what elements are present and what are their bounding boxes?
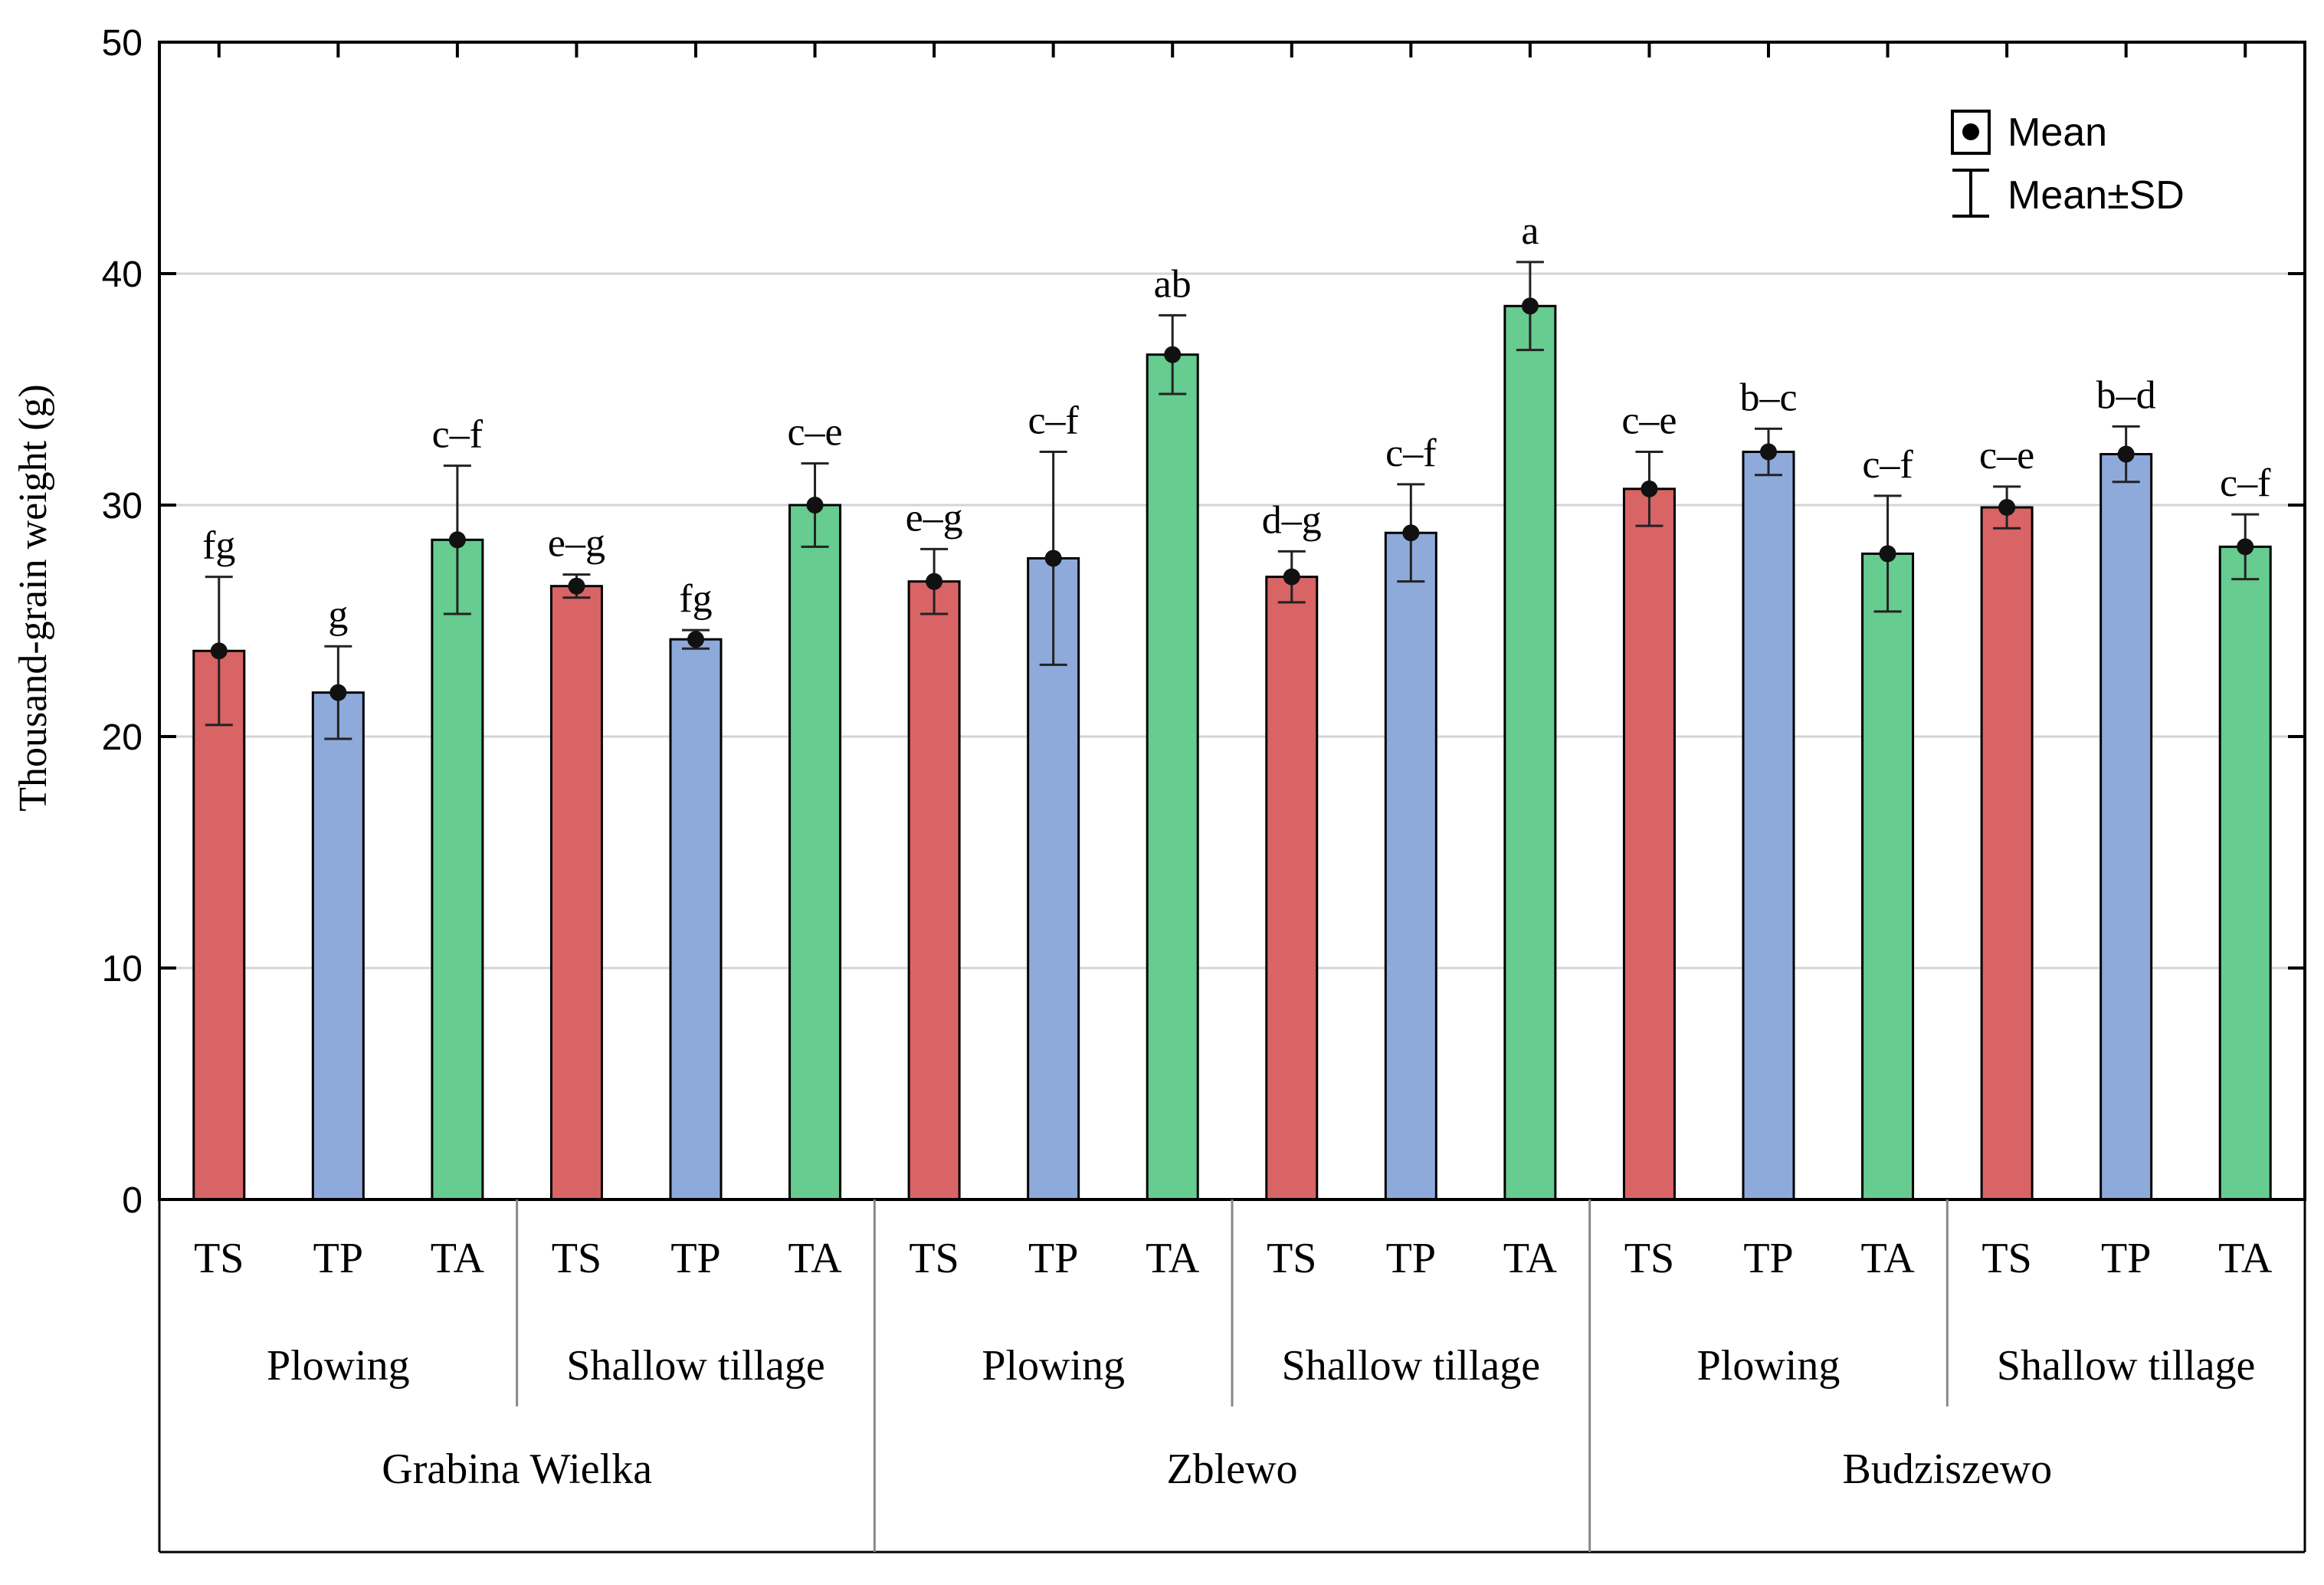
category-label: TS — [552, 1235, 601, 1282]
mean-point — [1164, 346, 1182, 363]
mean-point — [1641, 480, 1658, 497]
y-tick-label: 10 — [102, 949, 143, 989]
category-label: TS — [194, 1235, 244, 1282]
bar — [2099, 453, 2153, 1201]
tillage-label: Plowing — [982, 1342, 1125, 1390]
category-label: TA — [2218, 1235, 2273, 1282]
mean-point — [806, 497, 824, 514]
mean-point — [1283, 568, 1300, 586]
category-label: TP — [670, 1235, 720, 1282]
bar — [1980, 506, 2034, 1201]
significance-label: c–e — [787, 411, 842, 454]
y-tick-label: 30 — [102, 486, 143, 527]
mean-point — [687, 631, 704, 648]
category-label: TS — [909, 1235, 959, 1282]
tillage-label: Plowing — [267, 1342, 410, 1390]
legend: Mean Mean±SD — [1951, 110, 2185, 218]
bar — [1503, 304, 1557, 1201]
mean-point — [1402, 524, 1420, 542]
category-label: TA — [431, 1235, 485, 1282]
bar — [669, 638, 723, 1201]
category-label: TP — [1743, 1235, 1793, 1282]
significance-label: c–f — [432, 413, 483, 457]
legend-mean-dot-icon — [1962, 123, 1979, 140]
mean-point — [1521, 297, 1539, 315]
significance-label: e–g — [548, 522, 605, 566]
mean-point — [1879, 545, 1896, 563]
mean-point — [1760, 443, 1777, 461]
bar — [1861, 552, 1915, 1201]
mean-point — [568, 577, 585, 595]
mean-point — [1998, 499, 2016, 517]
bar — [431, 538, 484, 1201]
significance-label: c–f — [1862, 443, 1913, 487]
bar — [311, 691, 365, 1201]
significance-label: fg — [202, 524, 235, 568]
gridlines — [159, 272, 2305, 970]
category-label: TA — [1860, 1235, 1915, 1282]
legend-sd-label: Mean±SD — [2008, 173, 2185, 218]
bars: fg g c–f e–g fg c–e e–g c–f ab d–g c–f a c–e b–c c–f c–… — [192, 209, 2272, 1201]
category-label: TA — [1146, 1235, 1200, 1282]
bar — [1622, 487, 1676, 1201]
y-tick-label: 40 — [102, 254, 143, 295]
category-label: TS — [1267, 1235, 1316, 1282]
bar — [192, 649, 246, 1201]
mean-point — [1044, 550, 1062, 567]
significance-label: c–f — [2220, 461, 2271, 505]
category-label: TA — [788, 1235, 842, 1282]
significance-label: b–c — [1739, 376, 1797, 419]
tillage-label: Shallow tillage — [566, 1342, 825, 1390]
tillage-label: Shallow tillage — [1997, 1342, 2256, 1390]
x-axis: TS TP TA TS TP TA TS TP TA TS TP TA TS TP TA TS TP TA Plow… — [158, 1199, 2306, 1554]
category-label: TP — [313, 1235, 363, 1282]
mean-point — [210, 642, 228, 660]
category-label: TP — [2101, 1235, 2151, 1282]
significance-label: e–g — [906, 496, 963, 540]
bar — [907, 580, 961, 1201]
location-label: Grabina Wielka — [382, 1446, 652, 1493]
y-tick-label: 20 — [102, 717, 143, 758]
significance-label: ab — [1154, 262, 1192, 306]
bar — [549, 585, 603, 1201]
bar — [1384, 531, 1437, 1201]
significance-label: g — [328, 593, 348, 637]
tillage-label: Shallow tillage — [1282, 1342, 1541, 1390]
mean-point — [926, 573, 943, 590]
bar — [1742, 451, 1795, 1201]
y-axis-label: Thousand-grain weight (g) — [11, 384, 55, 811]
category-label: TS — [1624, 1235, 1674, 1282]
significance-label: c–f — [1385, 432, 1437, 475]
y-axis: 0 10 20 30 40 50 — [102, 23, 2305, 1221]
y-tick-label: 0 — [122, 1180, 143, 1221]
tillage-label: Plowing — [1697, 1342, 1841, 1390]
mean-point — [2237, 538, 2254, 556]
mean-point — [2117, 445, 2135, 463]
significance-label: a — [1521, 209, 1539, 253]
significance-label: fg — [679, 577, 712, 621]
bar — [2218, 545, 2272, 1201]
y-tick-label: 50 — [102, 23, 143, 64]
significance-label: c–e — [1979, 434, 2034, 477]
bar — [1265, 576, 1319, 1201]
significance-label: c–e — [1621, 399, 1677, 443]
legend-mean-label: Mean — [2008, 110, 2107, 155]
mean-point — [329, 684, 347, 701]
significance-label: c–f — [1028, 399, 1079, 443]
category-label: TP — [1028, 1235, 1078, 1282]
significance-label: b–d — [2096, 373, 2156, 417]
mean-point — [448, 531, 466, 549]
bar — [1146, 353, 1199, 1201]
location-label: Zblewo — [1166, 1446, 1297, 1493]
significance-label: d–g — [1262, 498, 1322, 542]
category-label: TS — [1981, 1235, 2031, 1282]
category-label: TP — [1386, 1235, 1436, 1282]
category-label: TA — [1503, 1235, 1558, 1282]
location-label: Budziszewo — [1842, 1446, 2052, 1493]
bar — [788, 504, 842, 1201]
